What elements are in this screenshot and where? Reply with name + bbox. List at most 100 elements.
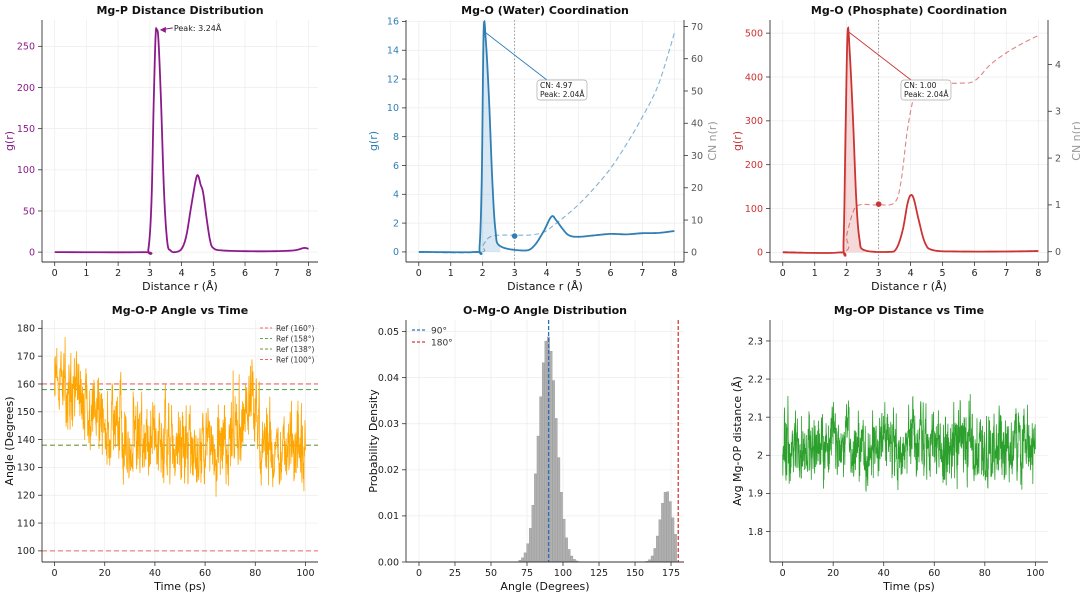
x-tick-label: 3 — [147, 268, 153, 279]
legend: Ref (160°)Ref (158°) Ref (138°)Ref (100°) — [260, 324, 315, 364]
angle-trace — [54, 337, 306, 497]
annotation-box — [536, 79, 588, 101]
y-tick-label: 0.03 — [378, 419, 399, 430]
x-tick-label: 100 — [554, 568, 572, 579]
x-tick-label: 4 — [908, 268, 914, 279]
histogram-bar — [536, 435, 540, 562]
histogram-bar — [567, 549, 571, 562]
annotation-cn: CN: 1.00 — [904, 81, 937, 90]
annotation-cn: CN: 4.97 — [540, 81, 573, 90]
chart-title: O-Mg-O Angle Distribution — [463, 304, 627, 317]
x-tick-label: 80 — [249, 568, 261, 579]
histogram-bar — [671, 517, 675, 562]
histogram-bar — [526, 543, 530, 562]
histogram-bar — [523, 552, 527, 562]
y-tick-label: 400 — [745, 72, 763, 83]
x-tick-label: 20 — [827, 568, 839, 579]
y2-tick-label: 40 — [691, 119, 703, 130]
x-tick-label: 0 — [780, 268, 786, 279]
x-tick-label: 5 — [576, 268, 582, 279]
x-tick-label: 125 — [590, 568, 608, 579]
y2-tick-label: 20 — [691, 183, 703, 194]
y-tick-label: 130 — [17, 463, 35, 474]
x-tick-label: 2 — [844, 268, 850, 279]
y-axis-label: Angle (Degrees) — [3, 396, 16, 485]
x-tick-label: 75 — [521, 568, 533, 579]
chart-title: Mg-P Distance Distribution — [96, 4, 263, 17]
x-tick-label: 4 — [544, 268, 550, 279]
chart-title: Mg-O-P Angle vs Time — [112, 304, 248, 317]
y-tick-label: 110 — [17, 518, 35, 529]
x-tick-label: 1 — [448, 268, 454, 279]
x-tick-label: 7 — [1003, 268, 1009, 279]
y-tick-label: 200 — [17, 83, 35, 94]
x-tick-label: 175 — [662, 568, 680, 579]
x-tick-label: 7 — [274, 268, 280, 279]
histogram-bar — [552, 380, 555, 562]
y-tick-label: 150 — [17, 407, 35, 418]
y-tick-label: 2 — [393, 218, 399, 229]
y-tick-label: 250 — [17, 42, 35, 53]
y-tick-label: 2 — [757, 451, 763, 462]
chart-panel-1: Peak: 3.24Å 0 1 2 3 4 5 6 7 8 0 50 100 150 200 250 Mg-P … — [3, 4, 318, 293]
histogram-bar — [554, 418, 558, 562]
x-tick-label: 6 — [971, 268, 977, 279]
y-axis-label: g(r) — [3, 131, 16, 151]
histogram-bar — [573, 559, 576, 562]
plot-area — [54, 26, 309, 255]
legend-label: 90° — [431, 326, 447, 336]
plot-area — [42, 337, 318, 552]
x-tick-label: 3 — [876, 268, 882, 279]
y2-tick-label: 3 — [1055, 107, 1061, 118]
y-tick-label: 14 — [387, 46, 399, 57]
y-tick-label: 0.01 — [378, 511, 399, 522]
y-tick-label: 170 — [17, 351, 35, 362]
x-tick-label: 60 — [928, 568, 940, 579]
legend-label: 180° — [431, 338, 453, 348]
x-axis-label: Time (ps) — [153, 580, 206, 593]
y2-tick-label: 50 — [691, 86, 703, 97]
histogram-bar — [674, 534, 677, 562]
y-tick-label: 0.05 — [378, 327, 399, 338]
annotation-leader — [848, 31, 912, 81]
y-tick-label: 1.9 — [748, 489, 763, 500]
chart-title: Mg-OP Distance vs Time — [834, 304, 984, 317]
y-tick-label: 0 — [29, 247, 35, 258]
x-axis-label: Distance r (Å) — [507, 280, 583, 293]
y-tick-label: 2.1 — [748, 412, 763, 423]
histogram-bar — [565, 537, 568, 562]
y-tick-label: 150 — [17, 124, 35, 135]
y2-axis-label: CN n(r) — [706, 121, 719, 160]
peak-arrowhead — [159, 26, 166, 33]
histogram-bar — [518, 560, 522, 562]
x-tick-label: 0 — [780, 568, 786, 579]
y-tick-label: 100 — [17, 546, 35, 557]
x-tick-label: 3 — [512, 268, 518, 279]
cutoff-marker — [511, 233, 518, 239]
x-axis-label: Angle (Degrees) — [500, 580, 589, 593]
y2-tick-label: 0 — [691, 248, 697, 259]
annotation-box — [900, 79, 952, 101]
y-tick-label: 100 — [17, 165, 35, 176]
distance-trace — [782, 394, 1036, 492]
gr-line — [418, 20, 675, 255]
histogram-bar — [658, 519, 662, 562]
histogram-bar — [570, 555, 574, 562]
x-tick-label: 8 — [1035, 268, 1041, 279]
histogram-bar — [560, 492, 563, 562]
y-tick-label: 12 — [387, 74, 399, 85]
x-tick-label: 150 — [626, 568, 644, 579]
chart-title: Mg-O (Phosphate) Coordination — [811, 4, 1007, 17]
cutoff-marker — [875, 201, 882, 207]
histogram-bar — [539, 396, 542, 562]
y2-axis-label: CN n(r) — [1070, 121, 1080, 160]
x-tick-label: 8 — [305, 268, 311, 279]
legend-label: Ref (100°) — [276, 355, 315, 364]
chart-title: Mg-O (Water) Coordination — [461, 4, 629, 17]
histogram-bar — [663, 492, 667, 562]
x-tick-label: 0 — [52, 268, 58, 279]
y-tick-label: 200 — [745, 160, 763, 171]
